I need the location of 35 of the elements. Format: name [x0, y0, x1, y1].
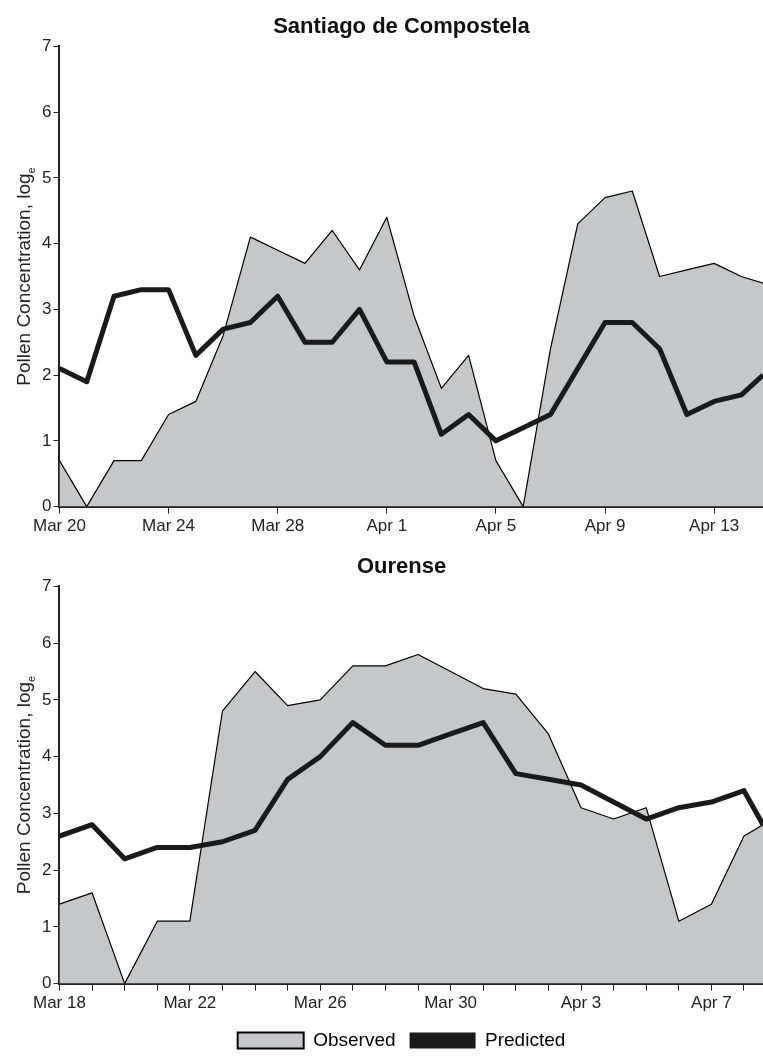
- y-tick-label: 6: [41, 101, 52, 121]
- x-tick-label: Apr 3: [560, 993, 602, 1013]
- x-tick-label: Apr 13: [689, 516, 740, 536]
- y-tick-label: 4: [41, 233, 52, 253]
- legend-label: Observed: [313, 1028, 396, 1050]
- y-tick-label: 4: [41, 746, 52, 766]
- y-tick-label: 3: [41, 803, 52, 823]
- legend-label: Predicted: [485, 1028, 566, 1050]
- x-tick-label: Mar 26: [293, 993, 347, 1013]
- x-tick-label: Apr 7: [691, 993, 732, 1013]
- x-tick-label: Apr 9: [584, 516, 626, 536]
- y-tick-label: 1: [41, 430, 52, 450]
- x-tick-label: Apr 1: [366, 516, 408, 536]
- y-tick-label: 2: [41, 859, 52, 879]
- x-tick-label: Mar 18: [32, 993, 86, 1013]
- y-tick-label: 3: [41, 299, 52, 319]
- y-axis-title: Pollen Concentration, loge: [13, 675, 37, 895]
- chart-title: Ourense: [356, 553, 447, 579]
- x-tick-label: Mar 20: [32, 516, 86, 536]
- y-axis-title: Pollen Concentration, loge: [13, 167, 37, 386]
- y-tick-label: 0: [41, 496, 52, 516]
- y-tick-label: 7: [41, 576, 52, 596]
- y-tick-label: 1: [41, 916, 52, 936]
- chart-title: Santiago de Compostela: [273, 13, 531, 39]
- x-tick-label: Mar 24: [142, 516, 196, 536]
- y-tick-label: 7: [41, 36, 52, 56]
- y-tick-label: 2: [41, 364, 52, 384]
- y-tick-label: 5: [41, 689, 52, 709]
- y-tick-label: 5: [41, 167, 52, 187]
- x-tick-label: Mar 22: [163, 993, 217, 1013]
- x-tick-label: Mar 30: [424, 993, 478, 1013]
- x-tick-label: Apr 5: [475, 516, 517, 536]
- y-tick-label: 0: [41, 973, 52, 993]
- x-tick-label: Mar 28: [251, 516, 305, 536]
- y-tick-label: 6: [41, 632, 52, 652]
